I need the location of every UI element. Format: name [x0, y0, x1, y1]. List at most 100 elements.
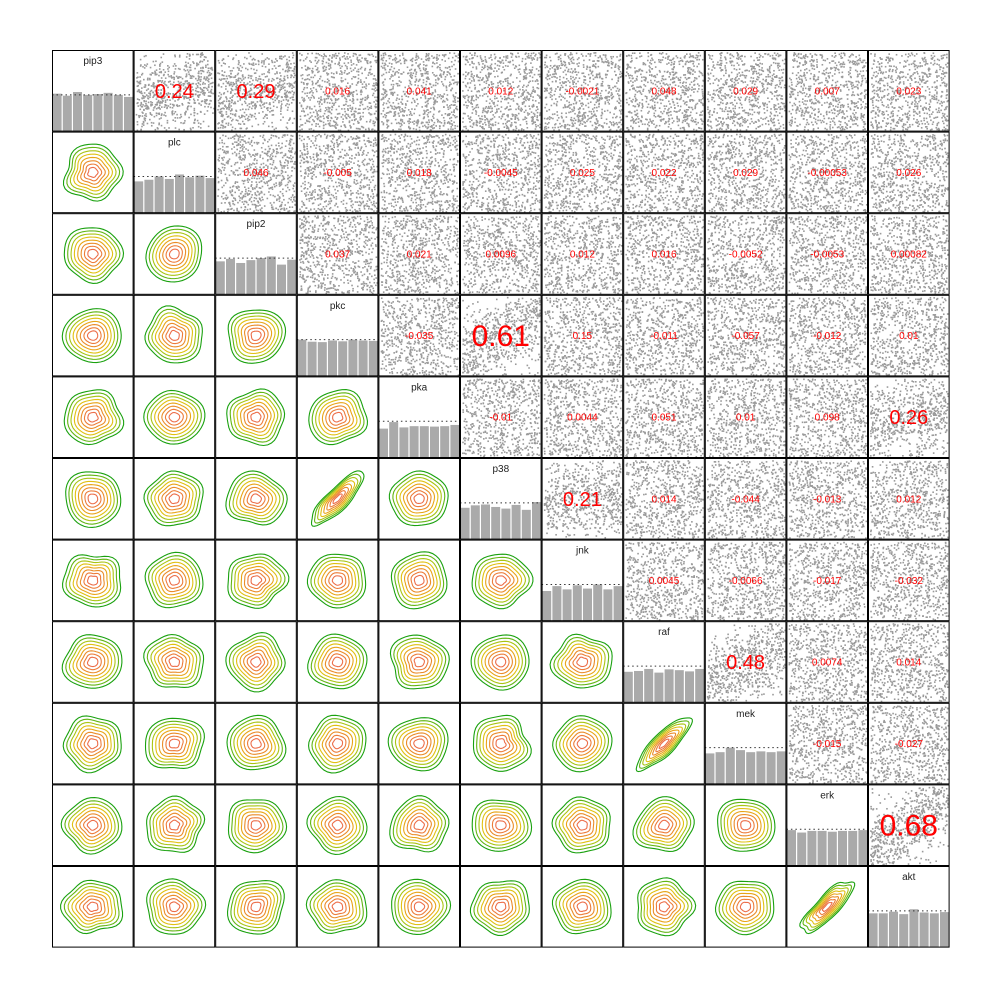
- scatter-point: [500, 61, 502, 63]
- scatter-point: [253, 72, 256, 75]
- scatter-point: [286, 109, 289, 111]
- scatter-point: [156, 84, 159, 87]
- scatter-point: [477, 79, 480, 82]
- scatter-point: [409, 112, 412, 115]
- scatter-point: [223, 92, 226, 94]
- scatter-point: [775, 111, 778, 113]
- scatter-point: [488, 84, 490, 86]
- scatter-point: [582, 92, 585, 95]
- scatter-point: [385, 95, 387, 97]
- scatter-point: [522, 129, 525, 131]
- scatter-point: [503, 68, 506, 71]
- scatter-point: [276, 60, 278, 62]
- scatter-point: [282, 116, 284, 119]
- scatter-point: [306, 86, 308, 89]
- scatter-point: [240, 116, 243, 119]
- scatter-point: [311, 94, 314, 97]
- scatter-point: [514, 129, 517, 132]
- scatter-point: [306, 83, 308, 85]
- scatter-point: [660, 120, 662, 122]
- scatter-point: [610, 55, 612, 58]
- scatter-point: [574, 119, 577, 122]
- scatter-point: [736, 75, 739, 78]
- scatter-point: [227, 115, 230, 118]
- scatter-point: [155, 112, 158, 115]
- scatter-point: [588, 117, 591, 120]
- scatter-point: [476, 120, 478, 123]
- scatter-point: [331, 54, 334, 56]
- scatter-point: [330, 72, 333, 74]
- scatter-point: [152, 109, 155, 111]
- scatter-point: [387, 100, 389, 102]
- scatter-point: [657, 95, 659, 98]
- scatter-point: [259, 89, 261, 92]
- scatter-point: [736, 73, 739, 76]
- scatter-point: [259, 100, 262, 102]
- scatter-point: [689, 53, 691, 55]
- scatter-point: [682, 81, 685, 83]
- scatter-point: [593, 60, 595, 62]
- scatter-point: [671, 122, 674, 124]
- scatter-point: [243, 85, 246, 87]
- scatter-point: [369, 119, 372, 121]
- scatter-point: [552, 65, 555, 68]
- scatter-point: [685, 89, 688, 92]
- scatter-point: [322, 66, 324, 69]
- scatter-point: [242, 115, 244, 117]
- scatter-point: [172, 97, 174, 100]
- scatter-point: [534, 80, 537, 82]
- scatter-point: [662, 56, 664, 59]
- scatter-point: [141, 115, 144, 117]
- scatter-point: [351, 119, 353, 122]
- scatter-point: [595, 74, 598, 77]
- scatter-point: [707, 73, 710, 76]
- scatter-point: [507, 94, 510, 96]
- scatter-point: [255, 63, 257, 65]
- scatter-point: [234, 101, 236, 103]
- scatter-point: [200, 100, 203, 103]
- scatter-point: [154, 72, 156, 74]
- scatter-point: [510, 92, 512, 94]
- scatter-point: [166, 94, 168, 96]
- scatter-point: [503, 89, 505, 92]
- scatter-point: [330, 88, 332, 90]
- panel-pip3-jnk: -0.0021: [543, 52, 623, 132]
- scatter-point: [196, 90, 199, 93]
- scatter-point: [309, 99, 311, 101]
- scatter-point: [394, 111, 397, 113]
- scatter-point: [698, 75, 700, 78]
- scatter-point: [303, 115, 306, 117]
- scatter-point: [255, 69, 258, 72]
- scatter-point: [454, 101, 457, 104]
- scatter-point: [479, 83, 481, 86]
- scatter-point: [755, 121, 758, 123]
- scatter-point: [521, 108, 523, 111]
- scatter-point: [465, 127, 468, 130]
- scatter-point: [698, 99, 701, 101]
- scatter-point: [504, 108, 507, 110]
- scatter-point: [577, 108, 580, 111]
- scatter-point: [331, 61, 333, 63]
- correlation-label: 0.24: [155, 81, 194, 103]
- scatter-point: [631, 127, 634, 130]
- scatter-point: [650, 98, 653, 101]
- scatter-point: [763, 112, 766, 114]
- scatter-point: [137, 81, 140, 84]
- scatter-point: [487, 73, 490, 75]
- scatter-point: [608, 87, 610, 89]
- scatter-point: [325, 107, 327, 109]
- scatter-point: [171, 83, 174, 86]
- scatter-point: [510, 108, 512, 111]
- scatter-points: [217, 52, 297, 132]
- scatter-point: [452, 94, 455, 96]
- scatter-point: [505, 107, 508, 109]
- scatter-point: [604, 56, 607, 58]
- scatter-point: [625, 55, 628, 57]
- scatter-point: [417, 84, 419, 87]
- scatter-point: [457, 72, 459, 75]
- scatter-point: [141, 72, 144, 75]
- scatter-point: [480, 58, 483, 61]
- scatter-point: [492, 124, 494, 127]
- scatter-point: [372, 120, 375, 123]
- scatter-point: [450, 116, 453, 119]
